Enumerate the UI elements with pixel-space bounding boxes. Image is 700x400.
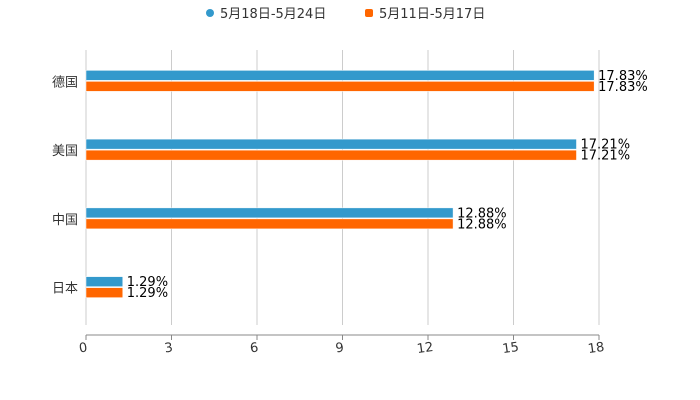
x-tick-label: 9 <box>335 340 345 356</box>
data-label: 17.83% <box>598 80 648 95</box>
bar <box>85 70 595 81</box>
data-label: 12.88% <box>457 206 507 221</box>
bar <box>85 81 595 92</box>
category-label: 日本 <box>52 282 78 297</box>
legend-label: 5月11日-5月17日 <box>379 7 485 22</box>
x-tick-label: 15 <box>501 340 519 357</box>
legend-label: 5月18日-5月24日 <box>220 7 326 22</box>
data-label: 1.29% <box>127 275 168 290</box>
category-label: 美国 <box>52 144 78 159</box>
x-tick-label: 0 <box>78 340 88 356</box>
data-label: 1.29% <box>127 286 168 301</box>
data-label: 12.88% <box>457 217 507 232</box>
legend-marker <box>365 9 373 17</box>
x-tick-label: 12 <box>416 340 434 357</box>
bar <box>85 287 124 298</box>
category-label: 德国 <box>52 75 78 90</box>
bar <box>85 149 577 161</box>
x-tick-label: 18 <box>587 340 605 357</box>
data-label: 17.21% <box>580 149 630 164</box>
data-label: 17.83% <box>598 69 648 84</box>
data-label: 17.21% <box>580 138 630 153</box>
legend-marker <box>206 9 214 17</box>
bar <box>85 218 454 230</box>
bar <box>85 276 124 287</box>
bar <box>85 207 454 219</box>
x-tick-label: 3 <box>164 340 174 356</box>
bar <box>85 138 577 150</box>
x-tick-label: 6 <box>249 340 259 356</box>
category-label: 中国 <box>52 213 78 228</box>
